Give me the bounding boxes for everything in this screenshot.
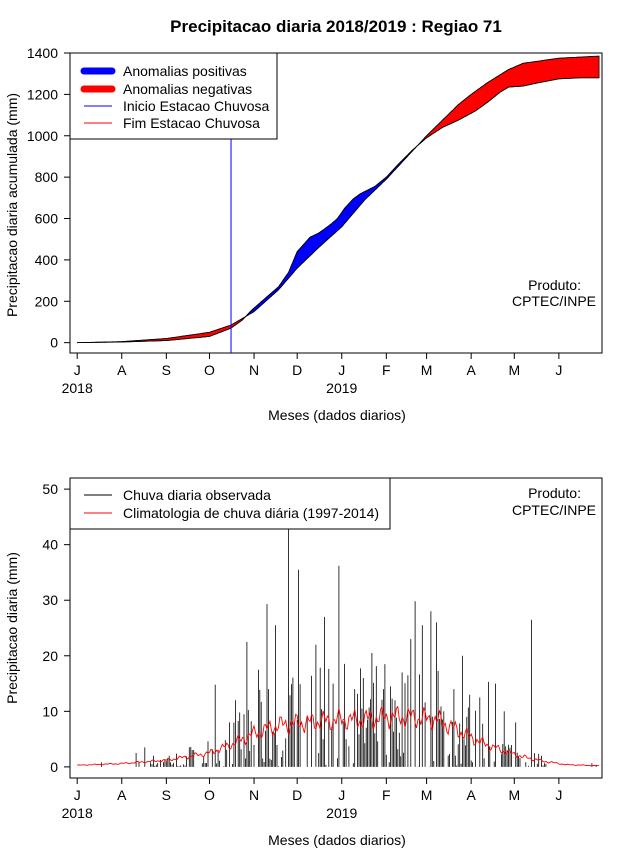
- climatology-cumulative-line: [77, 55, 600, 344]
- cumulative-y-tick-label: 200: [35, 293, 59, 309]
- cumulative-y-tick-label: 600: [35, 211, 59, 227]
- cumulative-legend-box: [69, 52, 278, 140]
- daily-x-tick-label: S: [162, 787, 171, 803]
- cumulative-y-tick-label: 1000: [27, 128, 58, 144]
- cumulative-product-source: CPTEC/INPE: [512, 293, 596, 309]
- daily-x-tick-label: J: [338, 787, 345, 803]
- cumulative-y-tick-label: 1400: [27, 45, 58, 61]
- cumulative-x-tick-label: M: [421, 362, 433, 378]
- cumulative-x-tick-label: O: [204, 362, 215, 378]
- daily-y-axis-label: Precipitacao diaria (mm): [4, 552, 20, 704]
- daily-year-label: 2018: [62, 805, 93, 821]
- legend-positive-label: Anomalias positivas: [123, 63, 247, 79]
- daily-product-source: CPTEC/INPE: [512, 502, 596, 518]
- daily-x-axis: J A S O N D J F M A M J 2018 2019: [62, 778, 562, 821]
- cumulative-x-tick-label: D: [292, 362, 302, 378]
- cumulative-x-tick-label: A: [466, 362, 476, 378]
- cumulative-y-tick-label: 1200: [27, 86, 58, 102]
- cumulative-x-tick-label: J: [555, 362, 562, 378]
- cumulative-x-tick-label: M: [508, 362, 520, 378]
- cumulative-x-tick-label: A: [117, 362, 127, 378]
- daily-x-tick-label: A: [466, 787, 476, 803]
- daily-y-tick-label: 50: [42, 481, 58, 497]
- daily-x-tick-label: N: [249, 787, 259, 803]
- daily-x-tick-label: D: [292, 787, 302, 803]
- daily-x-tick-label: F: [382, 787, 391, 803]
- legend-onset-label: Inicio Estacao Chuvosa: [123, 98, 270, 114]
- daily-x-tick-label: A: [117, 787, 127, 803]
- cumulative-legend: Anomalias positivas Anomalias negativas …: [69, 52, 278, 140]
- cumulative-y-tick-label: 400: [35, 252, 59, 268]
- cumulative-year-label: 2019: [326, 380, 357, 396]
- cumulative-chart: 0 200 400 600 800 1000 1200 1400 J A S O N D J F M A M J 20…: [4, 45, 603, 423]
- cumulative-x-tick-label: F: [382, 362, 391, 378]
- daily-year-label: 2019: [326, 805, 357, 821]
- daily-x-tick-label: J: [74, 787, 81, 803]
- daily-x-tick-label: J: [555, 787, 562, 803]
- daily-x-axis-label: Meses (dados diarios): [268, 832, 406, 848]
- cumulative-y-axis: 0 200 400 600 800 1000 1200 1400: [27, 45, 70, 351]
- daily-y-tick-label: 0: [50, 759, 58, 775]
- daily-legend-box: [69, 477, 391, 530]
- daily-x-tick-label: O: [204, 787, 215, 803]
- daily-y-tick-label: 30: [42, 592, 58, 608]
- daily-y-axis: 0 10 20 30 40 50: [42, 481, 70, 775]
- cumulative-x-tick-label: J: [338, 362, 345, 378]
- daily-chart: 0 10 20 30 40 50 J A S O N D J F M A M J 2018 2019 Precipi…: [4, 477, 603, 848]
- legend-observed-label: Chuva diaria observada: [123, 487, 271, 503]
- daily-x-tick-label: M: [508, 787, 520, 803]
- cumulative-x-tick-label: S: [162, 362, 171, 378]
- daily-y-tick-label: 20: [42, 648, 58, 664]
- daily-legend: Chuva diaria observada Climatologia de c…: [69, 477, 391, 530]
- daily-y-tick-label: 40: [42, 537, 58, 553]
- cumulative-y-tick-label: 800: [35, 169, 59, 185]
- cumulative-y-axis-label: Precipitacao diaria acumulada (mm): [4, 93, 20, 317]
- cumulative-x-tick-label: J: [74, 362, 81, 378]
- legend-negative-label: Anomalias negativas: [123, 81, 252, 97]
- cumulative-year-label: 2018: [62, 380, 93, 396]
- legend-climatology-label: Climatologia de chuva diária (1997-2014): [123, 505, 379, 521]
- legend-end-label: Fim Estacao Chuvosa: [123, 115, 260, 131]
- cumulative-x-axis-label: Meses (dados diarios): [268, 407, 406, 423]
- cumulative-x-tick-label: N: [249, 362, 259, 378]
- daily-x-tick-label: M: [421, 787, 433, 803]
- chart-title: Precipitacao diaria 2018/2019 : Regiao 7…: [170, 17, 502, 36]
- cumulative-x-axis: J A S O N D J F M A M J 2018 2019: [62, 353, 562, 396]
- daily-product-label: Produto:: [528, 485, 581, 501]
- cumulative-product-label: Produto:: [528, 277, 581, 293]
- daily-data-layer: [77, 522, 600, 767]
- climatology-daily-line: [77, 705, 600, 767]
- daily-y-tick-label: 10: [42, 703, 58, 719]
- cumulative-y-tick-label: 0: [50, 335, 58, 351]
- observed-cumulative-line: [77, 77, 600, 344]
